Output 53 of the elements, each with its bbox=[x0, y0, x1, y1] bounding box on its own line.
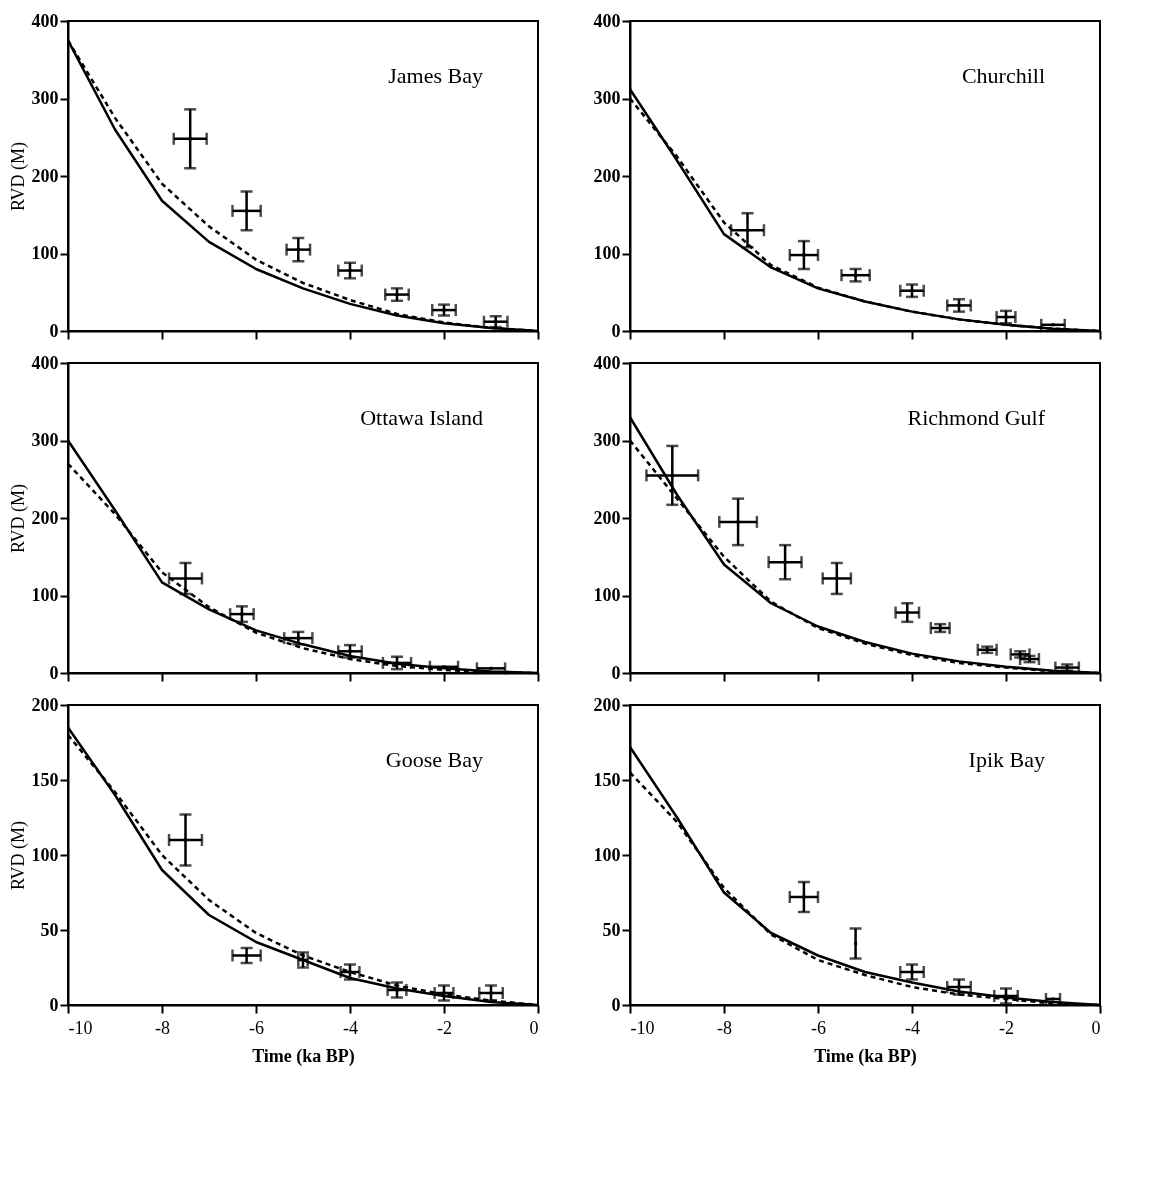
y-tick-label: 0 bbox=[611, 994, 621, 1015]
y-axis-title: RVD (M) bbox=[7, 820, 29, 891]
y-tick-label: 400 bbox=[593, 352, 621, 373]
y-tick-label: 0 bbox=[611, 320, 621, 341]
y-tick-label: 200 bbox=[593, 165, 621, 186]
y-tick-label: 100 bbox=[31, 585, 59, 605]
annotation: James Bay bbox=[388, 63, 483, 88]
x-tick-label: -6 bbox=[811, 1017, 826, 1038]
y-tick-label: 100 bbox=[593, 585, 621, 605]
y-tick-label: 100 bbox=[31, 243, 59, 263]
y-tick-label: 300 bbox=[593, 88, 621, 108]
y-tick-label: 200 bbox=[593, 694, 621, 715]
annotation: Churchill bbox=[961, 63, 1045, 88]
y-tick-label: 150 bbox=[31, 769, 59, 790]
y-tick-label: 200 bbox=[593, 507, 621, 528]
annotation: Ipik Bay bbox=[968, 747, 1045, 772]
x-tick-label: -10 bbox=[68, 1017, 93, 1038]
x-axis-title: Time (ka BP) bbox=[252, 1045, 355, 1067]
y-tick-label: 400 bbox=[31, 10, 59, 31]
y-tick-label: 200 bbox=[31, 507, 59, 528]
y-tick-label: 300 bbox=[593, 430, 621, 450]
x-tick-label: -10 bbox=[630, 1017, 655, 1038]
annotation: Richmond Gulf bbox=[907, 405, 1046, 430]
annotation: Goose Bay bbox=[385, 747, 483, 772]
y-tick-label: 100 bbox=[593, 844, 621, 865]
x-tick-label: -8 bbox=[155, 1017, 170, 1038]
y-tick-label: 300 bbox=[31, 88, 59, 108]
y-axis-title: RVD (M) bbox=[7, 483, 29, 554]
x-axis-title: Time (ka BP) bbox=[814, 1045, 917, 1067]
y-tick-label: 100 bbox=[593, 243, 621, 263]
y-tick-label: 100 bbox=[31, 844, 59, 865]
x-tick-label: -4 bbox=[905, 1017, 920, 1038]
y-tick-label: 400 bbox=[31, 352, 59, 373]
y-axis-title: RVD (M) bbox=[7, 141, 29, 212]
y-tick-label: 200 bbox=[31, 694, 59, 715]
x-tick-label: -2 bbox=[437, 1017, 452, 1038]
y-tick-label: 50 bbox=[40, 919, 59, 940]
y-tick-label: 0 bbox=[49, 994, 59, 1015]
x-tick-label: -2 bbox=[999, 1017, 1014, 1038]
annotation: Ottawa Island bbox=[360, 405, 483, 430]
y-tick-label: 200 bbox=[31, 165, 59, 186]
y-tick-label: 50 bbox=[602, 919, 621, 940]
y-tick-label: 0 bbox=[611, 662, 621, 683]
x-tick-label: -6 bbox=[249, 1017, 264, 1038]
x-tick-label: 0 bbox=[529, 1017, 539, 1038]
x-tick-label: 0 bbox=[1091, 1017, 1101, 1038]
y-tick-label: 400 bbox=[593, 10, 621, 31]
x-tick-label: -4 bbox=[343, 1017, 358, 1038]
y-tick-label: 150 bbox=[593, 769, 621, 790]
y-tick-label: 300 bbox=[31, 430, 59, 450]
x-tick-label: -8 bbox=[717, 1017, 732, 1038]
y-tick-label: 0 bbox=[49, 662, 59, 683]
y-tick-label: 0 bbox=[49, 320, 59, 341]
